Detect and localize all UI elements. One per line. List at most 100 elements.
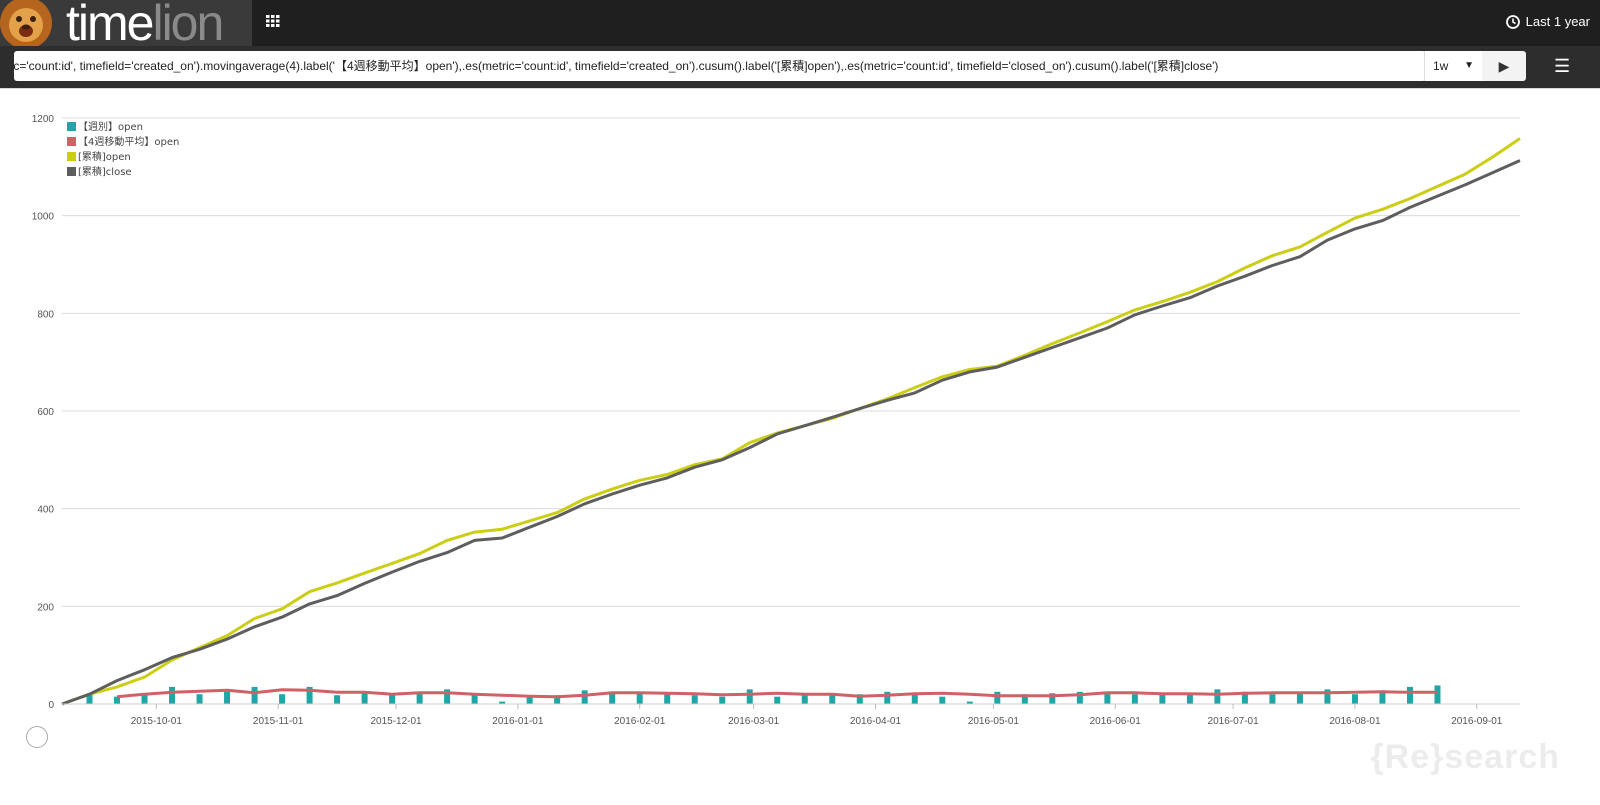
x-tick-label: 2016-05-01 — [968, 716, 1020, 727]
run-button[interactable]: ▶ — [1482, 51, 1526, 81]
legend-swatch — [67, 152, 76, 161]
bar-weekly-open — [636, 693, 643, 704]
bar-weekly-open — [1131, 694, 1138, 704]
logo-text-lion: lion — [152, 0, 224, 46]
expression-input[interactable]: bars(),.es(metric='count:id', timefield=… — [14, 51, 1426, 81]
bar-weekly-open — [361, 693, 368, 704]
top-navbar: timelion Last 1 year — [0, 0, 1600, 46]
bar-weekly-open — [1186, 694, 1193, 704]
x-tick-label: 2016-04-01 — [850, 716, 902, 727]
y-tick-label: 0 — [48, 700, 54, 711]
caret-down-icon: ▼ — [1464, 60, 1474, 71]
query-bar: bars(),.es(metric='count:id', timefield=… — [0, 46, 1600, 89]
bar-weekly-open — [664, 694, 671, 704]
bar-weekly-open — [251, 686, 258, 704]
legend-swatch — [67, 167, 76, 176]
bar-weekly-open — [966, 701, 973, 704]
bar-weekly-open — [444, 689, 451, 704]
play-icon: ▶ — [1498, 58, 1510, 74]
bar-weekly-open — [141, 694, 148, 704]
bar-weekly-open — [801, 695, 808, 704]
bar-weekly-open — [884, 691, 891, 704]
bar-weekly-open — [746, 689, 753, 704]
x-tick-label: 2016-01-01 — [492, 716, 544, 727]
bar-weekly-open — [856, 694, 863, 704]
bar-weekly-open — [1406, 686, 1413, 704]
bar-weekly-open — [609, 693, 616, 704]
bar-weekly-open — [306, 686, 313, 704]
bar-weekly-open — [279, 694, 286, 704]
logo-text: timelion — [66, 0, 224, 46]
bar-weekly-open — [499, 701, 506, 704]
bar-weekly-open — [994, 691, 1001, 704]
y-tick-label: 400 — [37, 505, 54, 516]
bar-weekly-open — [224, 691, 231, 704]
bar-weekly-open — [114, 696, 121, 704]
chart-resize-handle-icon[interactable] — [26, 726, 48, 748]
legend-label[interactable]: 【週別】open — [78, 121, 143, 133]
bar-weekly-open — [1296, 691, 1303, 704]
legend-swatch — [67, 122, 76, 131]
bar-weekly-open — [1351, 694, 1358, 704]
bar-weekly-open — [911, 694, 918, 704]
legend-label[interactable]: 【4週移動平均】open — [78, 135, 179, 148]
bar-weekly-open — [389, 694, 396, 704]
series-line-3 — [61, 159, 1521, 706]
x-tick-label: 2016-03-01 — [728, 716, 780, 727]
bar-weekly-open — [334, 695, 341, 704]
x-tick-label: 2016-09-01 — [1451, 716, 1503, 727]
bar-weekly-open — [1324, 689, 1331, 704]
time-picker[interactable]: Last 1 year — [1505, 14, 1590, 29]
bar-weekly-open — [1159, 693, 1166, 704]
expression-text: bars(),.es(metric='count:id', timefield=… — [14, 59, 1219, 73]
bar-weekly-open — [1076, 691, 1083, 704]
y-tick-label: 200 — [37, 602, 54, 613]
y-tick-label: 1000 — [32, 212, 55, 223]
bar-weekly-open — [1434, 685, 1441, 704]
bar-weekly-open — [829, 695, 836, 704]
x-tick-label: 2015-12-01 — [370, 716, 422, 727]
legend-swatch — [67, 137, 76, 146]
legend-label[interactable]: [累積]open — [78, 150, 131, 163]
legend-label[interactable]: [累積]close — [78, 165, 132, 178]
x-tick-label: 2016-07-01 — [1208, 716, 1260, 727]
bar-weekly-open — [196, 694, 203, 704]
bar-weekly-open — [416, 693, 423, 704]
bar-weekly-open — [86, 694, 93, 704]
x-tick-label: 2015-10-01 — [131, 716, 183, 727]
x-tick-label: 2016-06-01 — [1090, 716, 1142, 727]
logo-text-time: time — [66, 0, 154, 46]
bar-weekly-open — [1021, 694, 1028, 704]
interval-value: 1w — [1433, 59, 1449, 73]
y-tick-label: 1200 — [32, 114, 55, 125]
bar-weekly-open — [581, 690, 588, 704]
x-tick-label: 2015-11-01 — [253, 716, 304, 727]
bar-weekly-open — [1269, 694, 1276, 704]
bar-weekly-open — [939, 696, 946, 704]
hamburger-menu-icon[interactable]: ☰ — [1554, 56, 1571, 76]
interval-select[interactable]: 1w ▼ — [1424, 51, 1482, 81]
y-tick-label: 600 — [37, 407, 54, 418]
timelion-chart: 0 200 400 600 800 1000 1200 2015-10-01 2015-11-0… — [32, 114, 1521, 727]
timelion-logo[interactable]: timelion — [0, 0, 252, 46]
bar-weekly-open — [1104, 693, 1111, 704]
time-range-label: Last 1 year — [1525, 14, 1590, 29]
bar-weekly-open — [471, 694, 478, 704]
bar-weekly-open — [774, 696, 781, 704]
watermark: {Re}search — [1370, 738, 1560, 776]
clock-icon — [1505, 14, 1520, 29]
bar-weekly-open — [169, 686, 176, 704]
bar-weekly-open — [691, 695, 698, 704]
bar-weekly-open — [1241, 691, 1248, 704]
series-line-1 — [116, 688, 1438, 699]
bar-weekly-open — [526, 696, 533, 704]
bar-weekly-open — [1214, 689, 1221, 704]
apps-grid-icon[interactable] — [266, 14, 280, 28]
x-tick-label: 2016-08-01 — [1329, 716, 1381, 727]
y-tick-label: 800 — [37, 309, 54, 320]
bar-weekly-open — [1049, 693, 1056, 704]
bar-weekly-open — [1379, 690, 1386, 704]
lion-mascot-icon — [0, 0, 52, 46]
x-tick-label: 2016-02-01 — [614, 716, 666, 727]
bar-weekly-open — [554, 695, 561, 704]
